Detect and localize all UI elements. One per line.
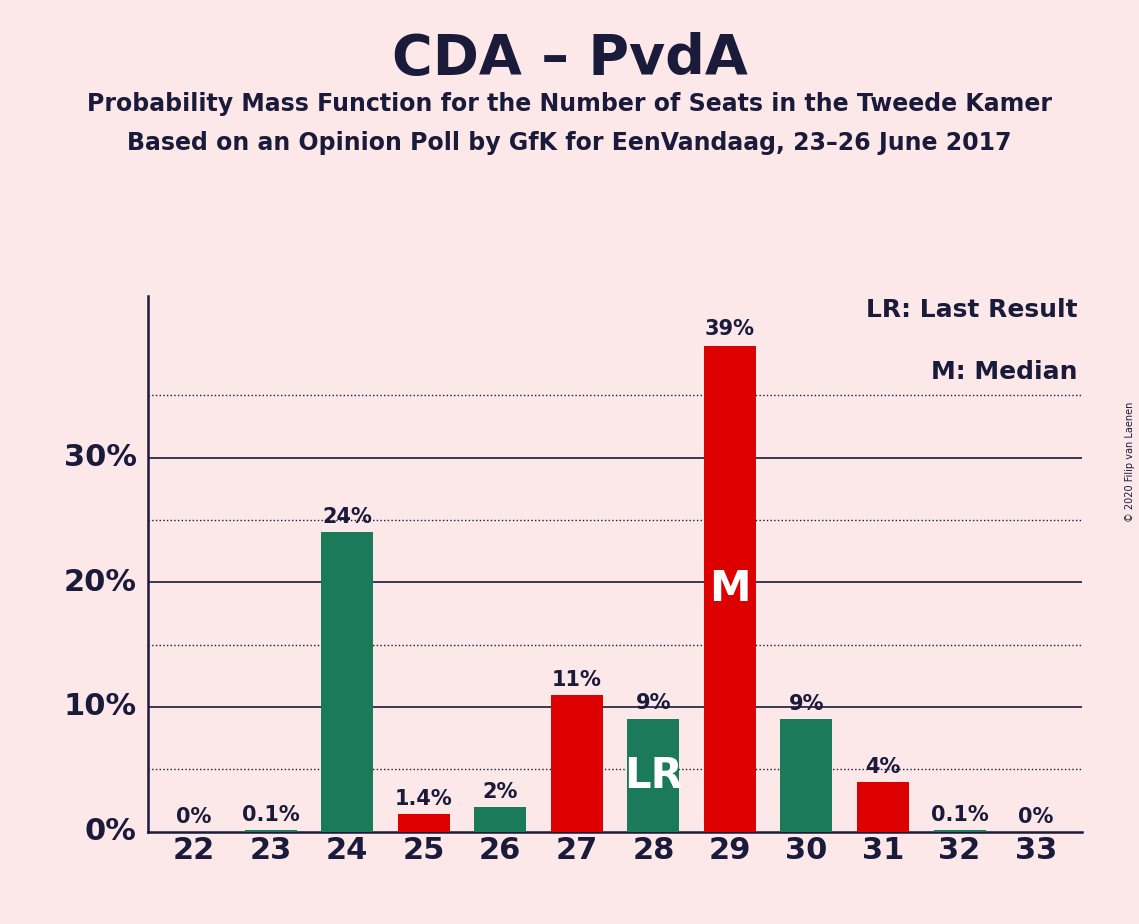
Text: M: M [710, 567, 751, 610]
Bar [474, 807, 526, 832]
Text: 0%: 0% [177, 807, 212, 827]
Text: 0%: 0% [1018, 807, 1054, 827]
Text: 9%: 9% [788, 695, 825, 714]
Text: 10%: 10% [64, 692, 137, 722]
Text: 0.1%: 0.1% [931, 806, 989, 825]
Bar [704, 346, 756, 832]
Text: Probability Mass Function for the Number of Seats in the Tweede Kamer: Probability Mass Function for the Number… [87, 92, 1052, 116]
Text: CDA – PvdA: CDA – PvdA [392, 32, 747, 86]
Text: 30%: 30% [64, 444, 137, 472]
Bar [551, 695, 603, 832]
Text: 4%: 4% [866, 757, 901, 777]
Bar [780, 720, 833, 832]
Text: © 2020 Filip van Laenen: © 2020 Filip van Laenen [1125, 402, 1134, 522]
Bar [628, 720, 679, 832]
Text: 0%: 0% [84, 817, 137, 846]
Text: 11%: 11% [551, 670, 601, 689]
Bar [245, 831, 296, 832]
Text: M: Median: M: Median [931, 360, 1077, 384]
Bar [321, 532, 374, 832]
Text: 2%: 2% [483, 782, 518, 802]
Text: 24%: 24% [322, 507, 372, 528]
Text: 0.1%: 0.1% [241, 806, 300, 825]
Text: LR: LR [624, 755, 682, 796]
Text: 9%: 9% [636, 693, 671, 713]
Bar [857, 782, 909, 832]
Bar [934, 831, 985, 832]
Text: 1.4%: 1.4% [395, 789, 452, 809]
Text: 39%: 39% [705, 320, 755, 339]
Text: 20%: 20% [64, 568, 137, 597]
Text: LR: Last Result: LR: Last Result [866, 298, 1077, 322]
Bar [398, 814, 450, 832]
Text: Based on an Opinion Poll by GfK for EenVandaag, 23–26 June 2017: Based on an Opinion Poll by GfK for EenV… [128, 131, 1011, 155]
